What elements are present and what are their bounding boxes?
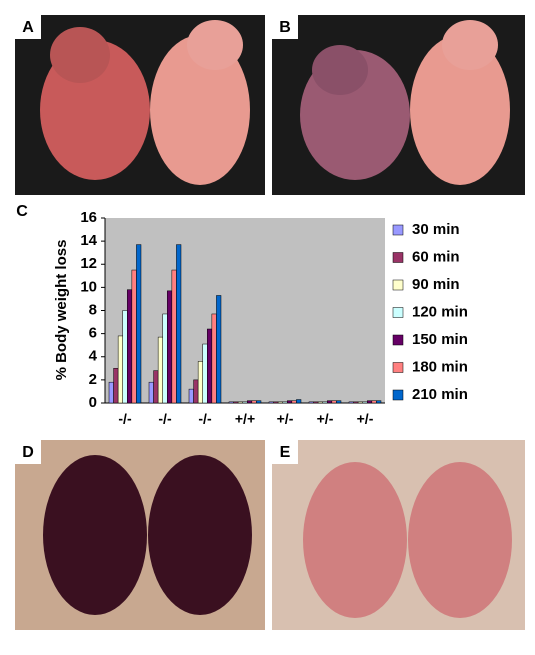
bar [376, 400, 382, 404]
bar [268, 401, 274, 404]
panel-label: E [280, 444, 291, 461]
y-tick-label: 16 [80, 209, 97, 226]
bar [153, 370, 159, 404]
legend-swatch [392, 307, 404, 318]
bar [296, 399, 302, 404]
y-tick-label: 4 [89, 348, 98, 365]
bar [162, 313, 168, 404]
y-tick-label: 0 [89, 394, 97, 411]
photo-b [272, 15, 525, 195]
bar [228, 401, 234, 404]
bar [291, 400, 297, 404]
bar [331, 400, 337, 404]
photo-d [15, 440, 265, 630]
legend-label: 210 min [412, 386, 468, 403]
plot-area [105, 218, 385, 403]
bar [216, 295, 222, 404]
bar [197, 361, 203, 404]
bar [277, 401, 283, 404]
bar [237, 401, 243, 404]
legend-label: 150 min [412, 331, 468, 348]
y-tick-label: 6 [89, 325, 97, 342]
bar [136, 244, 142, 404]
bar [242, 401, 248, 404]
bar [327, 400, 333, 404]
bar [353, 401, 359, 404]
legend-swatch [392, 389, 404, 401]
legend-label: 90 min [412, 276, 460, 293]
bar [117, 335, 123, 404]
panel-label: B [279, 19, 291, 36]
x-tick-label: -/- [118, 411, 132, 427]
bar [211, 313, 217, 404]
bar [176, 244, 182, 404]
x-tick-label: +/- [317, 411, 334, 427]
x-tick-label: +/- [357, 411, 374, 427]
legend-label: 60 min [412, 248, 460, 265]
y-tick-label: 14 [80, 232, 97, 249]
legend-swatch [392, 362, 404, 373]
bar [317, 401, 323, 404]
bar [308, 401, 314, 404]
panel-label: C [16, 203, 28, 220]
x-tick-label: -/- [158, 411, 172, 427]
bar [157, 336, 163, 404]
legend-swatch [392, 279, 404, 291]
legend-swatch [392, 224, 404, 236]
bar [131, 269, 137, 404]
bar [362, 401, 368, 404]
bar [287, 400, 293, 404]
bar [171, 269, 177, 404]
bar [148, 381, 154, 404]
bar [108, 381, 114, 404]
bar [247, 400, 253, 404]
y-tick-label: 8 [89, 301, 97, 318]
label-box [15, 15, 41, 39]
bar [188, 388, 194, 404]
bar [251, 400, 257, 404]
legend-swatch [392, 252, 404, 263]
bar [122, 310, 128, 404]
label-box [272, 15, 298, 39]
label-box [15, 440, 41, 464]
y-tick-label: 10 [80, 278, 97, 295]
x-tick-label: +/+ [235, 411, 255, 427]
bar [233, 401, 239, 404]
bar [367, 400, 373, 404]
y-tick-label: 12 [80, 255, 97, 272]
x-tick-label: -/- [198, 411, 212, 427]
legend-label: 180 min [412, 358, 468, 375]
bar [193, 379, 199, 404]
photo-e [272, 440, 525, 630]
photo-a [15, 15, 265, 195]
y-tick-label: 2 [89, 371, 97, 388]
legend-label: 30 min [412, 221, 460, 238]
bar [313, 401, 319, 404]
bar [322, 401, 328, 404]
bar [202, 343, 208, 404]
bar [207, 328, 213, 404]
bar [113, 368, 119, 404]
bar [167, 290, 173, 404]
legend-swatch [392, 334, 404, 346]
bar [127, 289, 133, 404]
panel-label: D [22, 444, 34, 461]
label-box [272, 440, 298, 464]
bar [336, 400, 342, 404]
legend-label: 120 min [412, 303, 468, 320]
bar [357, 401, 363, 404]
bar [256, 400, 262, 404]
y-axis-label: % Body weight loss [53, 240, 70, 381]
bar [348, 401, 354, 404]
panel-label: A [22, 19, 34, 36]
bar [371, 400, 377, 404]
bar [273, 401, 279, 404]
bar [282, 401, 288, 404]
x-tick-label: +/- [277, 411, 294, 427]
